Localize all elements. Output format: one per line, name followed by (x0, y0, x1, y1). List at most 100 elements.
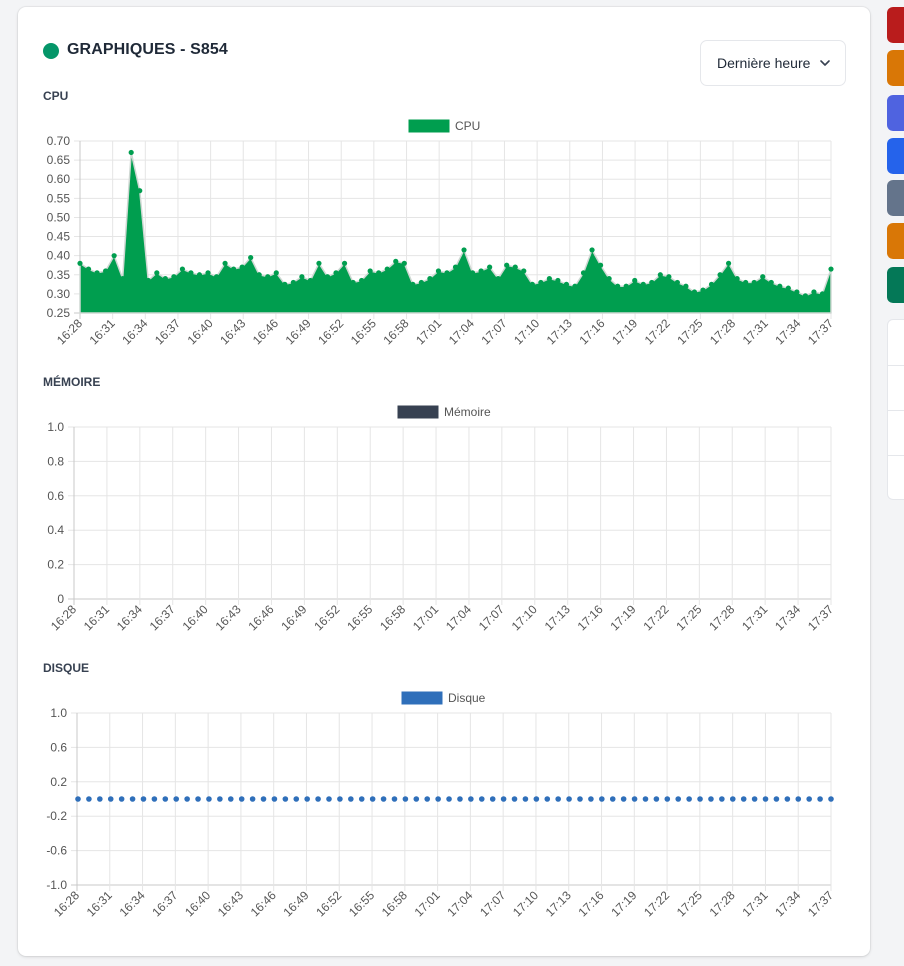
disk-x-tick-label: 17:10 (510, 888, 541, 919)
cpu-y-tick-label: 0.70 (47, 134, 71, 148)
disk-data-point (806, 796, 812, 802)
cpu-data-point (725, 260, 732, 266)
cpu-y-tick-label: 0.35 (47, 268, 71, 282)
cpu-x-tick-label: 17:37 (805, 316, 836, 347)
cpu-data-point (657, 272, 663, 278)
disk-data-point (260, 796, 267, 802)
memory-x-tick-label: 16:31 (81, 602, 112, 633)
cpu-data-point (512, 264, 518, 270)
cpu-x-tick-label: 16:34 (119, 316, 150, 347)
disk-x-tick-label: 17:37 (805, 888, 836, 919)
memory-legend-swatch (397, 405, 439, 419)
disk-data-point (468, 796, 474, 802)
cpu-data-point (333, 270, 339, 276)
memory-x-tick-label: 16:58 (377, 602, 408, 633)
cpu-data-point (111, 253, 117, 259)
disk-data-point (577, 796, 583, 802)
indigo-action-button[interactable] (887, 95, 904, 131)
cpu-data-point (282, 281, 288, 287)
cpu-data-point (469, 270, 476, 276)
disk-x-tick-label: 17:28 (707, 888, 738, 919)
cpu-data-point (811, 289, 817, 295)
disk-data-point (686, 796, 692, 802)
disk-data-point (719, 796, 725, 802)
disk-x-tick-label: 16:58 (379, 888, 410, 919)
cpu-data-point (154, 270, 160, 276)
blue-action-button[interactable] (887, 138, 904, 174)
disk-y-tick-label: 1.0 (50, 706, 67, 720)
disk-data-point (588, 796, 594, 802)
disk-section-label: DISQUE (43, 661, 90, 675)
disk-x-tick-label: 16:40 (182, 888, 213, 919)
red-action-button[interactable] (887, 7, 904, 43)
disk-chart: 1.0 0.6 0.2 -0.2 -0.6 -1.016:28 16:31 16:34 16:3… (46, 691, 836, 919)
cpu-x-tick-label: 17:31 (740, 316, 771, 347)
disk-data-point (675, 796, 682, 802)
gray-action-button[interactable] (887, 180, 904, 216)
cpu-data-point (231, 266, 237, 272)
disk-x-tick-label: 17:16 (576, 888, 607, 919)
disk-data-point (533, 796, 540, 802)
cpu-data-point (572, 283, 578, 289)
disk-data-point (402, 796, 409, 802)
cpu-data-point (760, 274, 766, 280)
cpu-data-point (478, 268, 484, 274)
disk-legend-swatch (401, 691, 443, 705)
disk-x-tick-label: 16:31 (84, 888, 115, 919)
green-action-button[interactable] (887, 267, 904, 303)
disk-data-point (435, 796, 441, 802)
cpu-area-series (79, 151, 832, 314)
memory-x-tick-label: 17:04 (443, 602, 474, 633)
amber-action-button[interactable] (887, 223, 904, 259)
disk-data-point (75, 796, 81, 802)
side-list-panel (887, 319, 904, 500)
cpu-data-point (418, 279, 424, 286)
cpu-data-point (341, 260, 348, 266)
cpu-data-point (666, 274, 672, 280)
memory-x-tick-label: 16:40 (180, 602, 211, 633)
cpu-data-point (85, 266, 92, 272)
disk-data-point (358, 796, 365, 802)
cpu-data-point (529, 281, 535, 287)
disk-data-point (544, 796, 551, 802)
disk-data-point (129, 796, 136, 802)
cpu-data-point (265, 274, 271, 280)
disk-data-point (282, 796, 289, 802)
cpu-data-point (700, 287, 706, 293)
cpu-data-point (162, 276, 168, 282)
disk-data-point (500, 796, 507, 802)
cpu-y-tick-label: 0.50 (47, 210, 71, 224)
memory-y-tick-label: 0.4 (47, 523, 64, 537)
memory-x-tick-label: 17:10 (509, 602, 540, 633)
disk-data-point (249, 796, 256, 802)
cpu-data-point (213, 274, 220, 280)
memory-x-tick-label: 17:34 (772, 602, 803, 633)
cpu-data-point (137, 188, 143, 194)
disk-data-point (522, 796, 529, 802)
memory-x-tick-label: 17:01 (410, 602, 441, 633)
cpu-legend-label: CPU (455, 119, 480, 133)
orange-action-button[interactable] (887, 50, 904, 86)
chevron-down-icon (820, 60, 830, 66)
cpu-data-point (171, 274, 177, 280)
cpu-data-point (487, 264, 493, 270)
disk-data-point (751, 796, 758, 802)
disk-x-tick-label: 17:07 (477, 888, 508, 919)
side-list-divider (888, 365, 904, 366)
disk-data-point (348, 796, 354, 802)
cpu-x-tick-label: 16:43 (217, 316, 248, 347)
cpu-data-point (239, 264, 245, 270)
memory-y-tick-label: 0 (57, 592, 64, 606)
disk-data-point (631, 796, 638, 802)
cpu-y-tick-label: 0.45 (47, 230, 71, 244)
cpu-data-point (120, 276, 126, 282)
time-range-select[interactable]: Dernière heure (700, 40, 846, 86)
cpu-data-point (299, 274, 305, 280)
disk-data-point (642, 796, 649, 802)
disk-data-point (206, 796, 212, 802)
memory-x-tick-label: 17:07 (476, 602, 507, 633)
memory-x-tick-label: 17:25 (673, 602, 704, 633)
disk-data-point (380, 796, 387, 802)
memory-x-tick-label: 17:37 (805, 602, 836, 633)
